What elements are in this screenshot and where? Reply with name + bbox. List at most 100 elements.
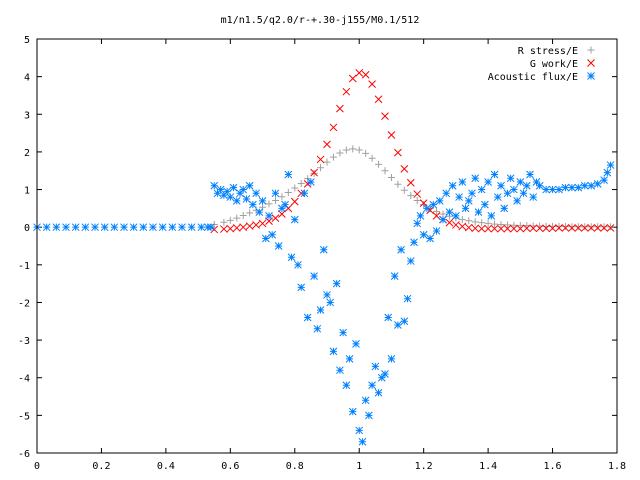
y-tick-label: 5 <box>24 35 30 46</box>
data-point <box>323 140 331 149</box>
data-point <box>458 216 466 224</box>
data-point <box>226 216 234 224</box>
data-point <box>297 283 306 292</box>
data-point <box>458 222 467 231</box>
data-point <box>252 189 260 198</box>
data-point <box>500 204 509 213</box>
data-point <box>397 245 405 254</box>
data-point <box>233 214 241 222</box>
data-point <box>542 224 550 233</box>
data-point <box>471 224 480 233</box>
data-point <box>513 196 521 205</box>
data-point <box>265 212 273 220</box>
data-point <box>329 347 338 356</box>
data-point <box>342 381 351 390</box>
data-point <box>365 411 373 420</box>
legend-marker <box>587 46 595 54</box>
legend-label: G work/E <box>530 59 578 70</box>
y-tick-label: 2 <box>24 148 30 159</box>
data-point <box>390 272 399 280</box>
data-point <box>423 204 431 213</box>
data-point <box>510 185 518 194</box>
x-tick-label: 1.6 <box>544 461 562 472</box>
data-point <box>465 217 473 225</box>
data-point <box>445 218 454 227</box>
data-point <box>387 355 396 363</box>
data-point <box>71 223 80 232</box>
data-point <box>506 174 515 183</box>
data-point <box>606 161 615 169</box>
y-tick-label: -6 <box>18 449 30 460</box>
series-2 <box>33 161 615 446</box>
data-point <box>52 223 61 232</box>
data-point <box>406 178 415 187</box>
data-point <box>426 234 434 243</box>
data-point <box>239 212 247 220</box>
data-point <box>574 223 582 231</box>
x-tick-label: 1 <box>356 461 362 472</box>
data-point <box>258 196 267 205</box>
data-point <box>394 148 402 157</box>
data-point <box>526 170 534 179</box>
data-point <box>271 189 280 198</box>
data-point <box>387 131 396 139</box>
data-point <box>561 222 569 230</box>
data-point <box>284 189 292 197</box>
data-point <box>336 149 344 157</box>
data-point <box>268 230 277 239</box>
data-point <box>452 221 460 229</box>
data-point <box>477 185 486 194</box>
data-point <box>187 223 196 232</box>
data-point <box>249 200 257 209</box>
data-point <box>407 192 415 200</box>
data-point <box>323 291 331 299</box>
legend: R stress/E G work/E Acoustic flux/E <box>488 46 595 83</box>
data-point <box>271 214 280 223</box>
data-point <box>245 181 254 190</box>
y-tick-label: -5 <box>18 411 30 422</box>
data-point <box>600 176 608 184</box>
legend-marker <box>587 59 595 67</box>
data-point <box>265 200 273 208</box>
data-point <box>355 69 364 77</box>
data-point <box>535 224 544 233</box>
data-point <box>516 224 525 233</box>
data-point <box>313 324 322 333</box>
data-point <box>258 219 267 228</box>
x-tick-label: 0.4 <box>157 461 175 472</box>
data-point <box>387 174 395 182</box>
data-point <box>461 204 470 213</box>
data-point <box>510 224 518 233</box>
x-tick-label: 1.2 <box>415 461 433 472</box>
data-point <box>594 223 602 231</box>
data-point <box>458 178 467 186</box>
data-point <box>100 223 109 232</box>
y-tick-label: 0 <box>24 223 30 234</box>
data-point <box>510 221 518 229</box>
data-point <box>555 185 563 194</box>
data-point <box>516 178 525 186</box>
data-point <box>522 181 531 190</box>
data-point <box>433 207 441 215</box>
data-point <box>484 178 492 186</box>
data-point <box>246 209 254 217</box>
data-point <box>374 95 383 104</box>
y-tick-label: -4 <box>18 374 30 385</box>
data-point <box>503 224 512 233</box>
data-point <box>291 184 299 192</box>
data-point <box>400 164 409 173</box>
data-point <box>274 242 283 250</box>
data-point <box>361 70 370 79</box>
data-point <box>352 340 360 348</box>
data-point <box>158 223 167 232</box>
data-point <box>581 223 589 231</box>
data-point <box>574 224 583 232</box>
data-point <box>178 223 186 232</box>
data-point <box>210 181 219 190</box>
data-point <box>606 224 615 232</box>
data-point <box>368 80 376 89</box>
data-point <box>400 186 408 194</box>
data-point <box>284 170 293 179</box>
data-point <box>487 212 496 220</box>
